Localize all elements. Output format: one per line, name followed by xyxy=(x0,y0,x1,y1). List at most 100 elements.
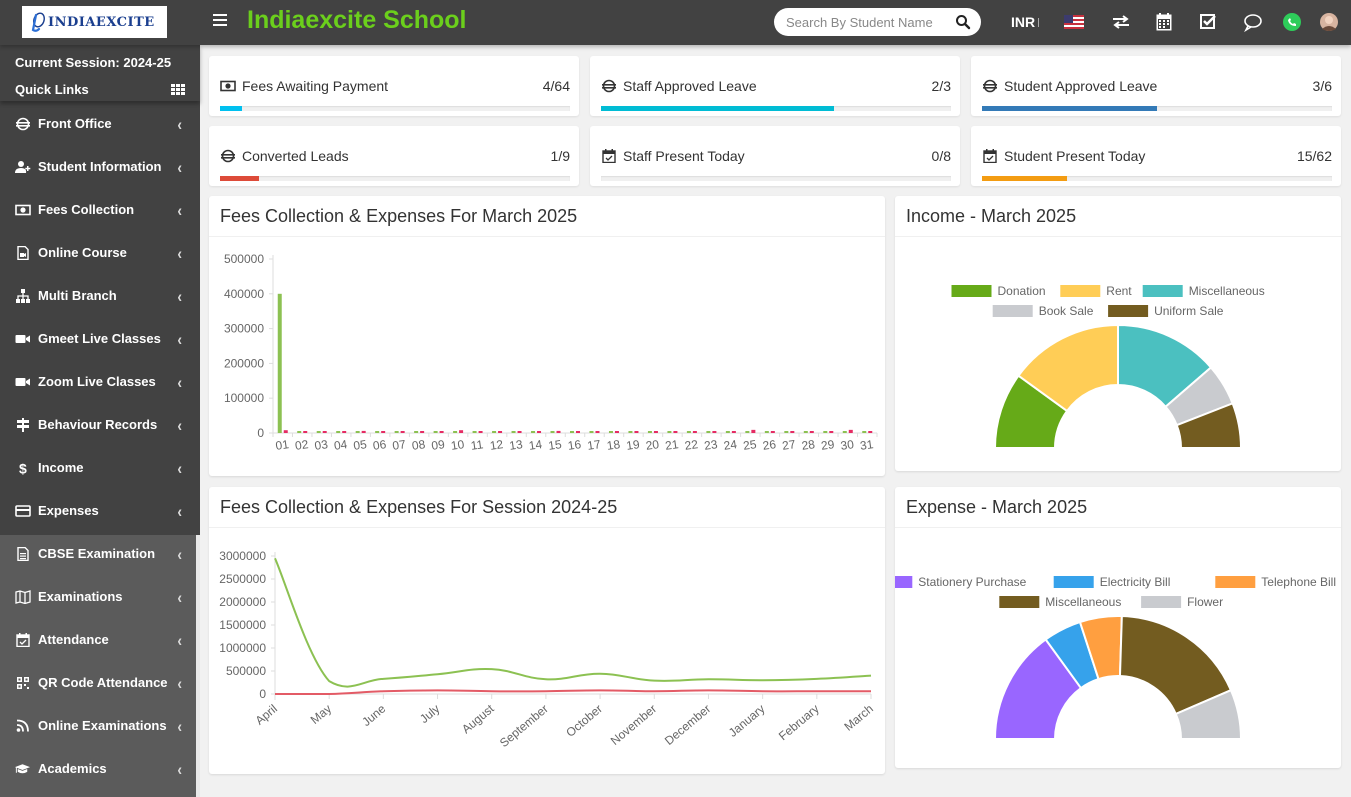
whatsapp-icon[interactable] xyxy=(1282,11,1302,33)
sidebar-item-fees-collection[interactable]: Fees Collection ‹ xyxy=(0,188,200,231)
sidebar-item-online-examinations[interactable]: Online Examinations ‹ xyxy=(0,704,200,747)
sidebar-scrollbar[interactable] xyxy=(196,535,200,797)
main-content: Fees Awaiting Payment 4/64 Staff Approved … xyxy=(205,45,1351,797)
bar-collection xyxy=(414,431,419,433)
bar-expenses xyxy=(731,431,736,433)
legend-item: Telephone Bill xyxy=(1215,575,1336,589)
stat-card-staff-approved-leave[interactable]: Staff Approved Leave 2/3 xyxy=(590,56,960,116)
chevron-left-icon: ‹ xyxy=(177,285,182,306)
sidebar-item-label: Student Information xyxy=(38,159,162,174)
user-avatar[interactable] xyxy=(1319,11,1339,33)
stat-card-fees-awaiting-payment[interactable]: Fees Awaiting Payment 4/64 xyxy=(209,56,579,116)
x-tick-label: 14 xyxy=(528,437,543,453)
sidebar-item-income[interactable]: $ Income ‹ xyxy=(0,446,200,489)
sidebar-item-zoom-live-classes[interactable]: Zoom Live Classes ‹ xyxy=(0,360,200,403)
swap-icon[interactable] xyxy=(1111,11,1131,33)
us-flag-icon[interactable] xyxy=(1064,11,1084,33)
logo-text: INDIAEXCITE xyxy=(48,14,155,30)
bar-collection xyxy=(608,431,613,433)
line-expenses xyxy=(275,689,871,695)
y-tick-label: 3000000 xyxy=(219,549,266,563)
legend-item: Flower xyxy=(1141,595,1223,609)
chat-icon[interactable] xyxy=(1243,11,1263,33)
logo[interactable]: INDIAEXCITE xyxy=(22,6,167,38)
calendar-check-icon xyxy=(601,149,617,163)
quick-links[interactable]: Quick Links xyxy=(15,79,185,99)
bar-collection xyxy=(472,431,477,433)
x-tick-label: March xyxy=(841,702,876,734)
bar-expenses xyxy=(809,431,814,433)
slice-miscellaneous xyxy=(1118,615,1233,716)
progress-bar xyxy=(982,176,1332,181)
sidebar-item-front-office[interactable]: Front Office ‹ xyxy=(0,102,200,145)
x-tick-label: 23 xyxy=(703,437,718,453)
sitemap-icon xyxy=(14,288,31,303)
y-tick-label: 2500000 xyxy=(219,572,266,586)
sidebar-item-label: Multi Branch xyxy=(38,288,117,303)
sidebar-item-label: Attendance xyxy=(38,632,109,647)
bar-collection xyxy=(433,431,438,433)
stat-card-student-present-today[interactable]: Student Present Today 15/62 xyxy=(971,126,1341,186)
x-tick-label: April xyxy=(253,702,280,728)
sidebar-item-label: CBSE Examination xyxy=(38,546,156,561)
stat-card-converted-leads[interactable]: Converted Leads 1/9 xyxy=(209,126,579,186)
search-icon[interactable] xyxy=(955,14,971,30)
sidebar-item-multi-branch[interactable]: Multi Branch ‹ xyxy=(0,274,200,317)
legend-item: Stationery Purchase xyxy=(895,575,1027,589)
bar-collection xyxy=(297,431,302,433)
stat-card-student-approved-leave[interactable]: Student Approved Leave 3/6 xyxy=(971,56,1341,116)
progress-bar xyxy=(220,176,570,181)
x-tick-label: 06 xyxy=(372,437,387,453)
sidebar-item-gmeet-live-classes[interactable]: Gmeet Live Classes ‹ xyxy=(0,317,200,360)
x-tick-label: 16 xyxy=(567,437,582,453)
chevron-left-icon: ‹ xyxy=(177,758,182,779)
front-office-icon xyxy=(601,79,617,93)
line-collection xyxy=(274,557,872,688)
file-video-icon xyxy=(14,245,31,260)
stat-header: Staff Approved Leave 2/3 xyxy=(601,78,951,94)
sidebar-item-online-course[interactable]: Online Course ‹ xyxy=(0,231,200,274)
currency-selector[interactable]: INR xyxy=(1011,11,1040,33)
bar-expenses xyxy=(303,431,308,433)
panel-title: Fees Collection & Expenses For March 202… xyxy=(209,196,885,237)
sidebar-item-student-information[interactable]: Student Information ‹ xyxy=(0,145,200,188)
sidebar-item-expenses[interactable]: Expenses ‹ xyxy=(0,489,200,532)
stat-card-staff-present-today[interactable]: Staff Present Today 0/8 xyxy=(590,126,960,186)
legend-swatch xyxy=(999,596,1040,608)
search-box xyxy=(774,8,981,36)
stat-header: Staff Present Today 0/8 xyxy=(601,148,951,164)
sidebar-item-behaviour-records[interactable]: Behaviour Records ‹ xyxy=(0,403,200,446)
x-tick-label: June xyxy=(359,701,388,729)
panel-title: Income - March 2025 xyxy=(895,196,1341,237)
calendar-icon[interactable] xyxy=(1155,11,1173,33)
hamburger-icon[interactable] xyxy=(213,14,227,28)
x-tick-label: May xyxy=(308,702,334,727)
sidebar-item-academics[interactable]: Academics ‹ xyxy=(0,747,200,790)
bar-collection xyxy=(823,431,828,433)
x-tick-label: 01 xyxy=(275,437,290,453)
panel-income: Income - March 2025 Donation Rent Miscella… xyxy=(895,196,1341,471)
bar-expenses xyxy=(848,429,853,433)
search-input[interactable] xyxy=(786,14,936,30)
chevron-left-icon: ‹ xyxy=(177,500,182,521)
bar-collection xyxy=(570,431,574,433)
bar-expenses xyxy=(692,431,697,433)
x-tick-label: 29 xyxy=(820,437,835,453)
stat-value: 1/9 xyxy=(550,148,570,164)
bar-collection xyxy=(784,431,789,433)
sidebar-item-examinations[interactable]: Examinations ‹ xyxy=(0,575,200,618)
sidebar-item-qr-code-attendance[interactable]: QR Code Attendance ‹ xyxy=(0,661,200,704)
bar-expenses xyxy=(400,431,405,433)
y-tick-label: 2000000 xyxy=(219,595,266,609)
x-tick-label: 19 xyxy=(625,437,640,453)
sidebar-item-cbse-examination[interactable]: CBSE Examination ‹ xyxy=(0,532,200,575)
checkbox-icon[interactable] xyxy=(1199,11,1217,33)
sidebar-item-label: Expenses xyxy=(38,503,99,518)
bar-expenses xyxy=(790,431,795,433)
stat-value: 15/62 xyxy=(1296,148,1332,164)
sidebar-item-attendance[interactable]: Attendance ‹ xyxy=(0,618,200,661)
legend-item: Miscellaneous xyxy=(999,595,1121,609)
chevron-left-icon: ‹ xyxy=(177,242,182,263)
legend-swatch xyxy=(951,285,992,297)
chevron-left-icon: ‹ xyxy=(177,672,182,693)
